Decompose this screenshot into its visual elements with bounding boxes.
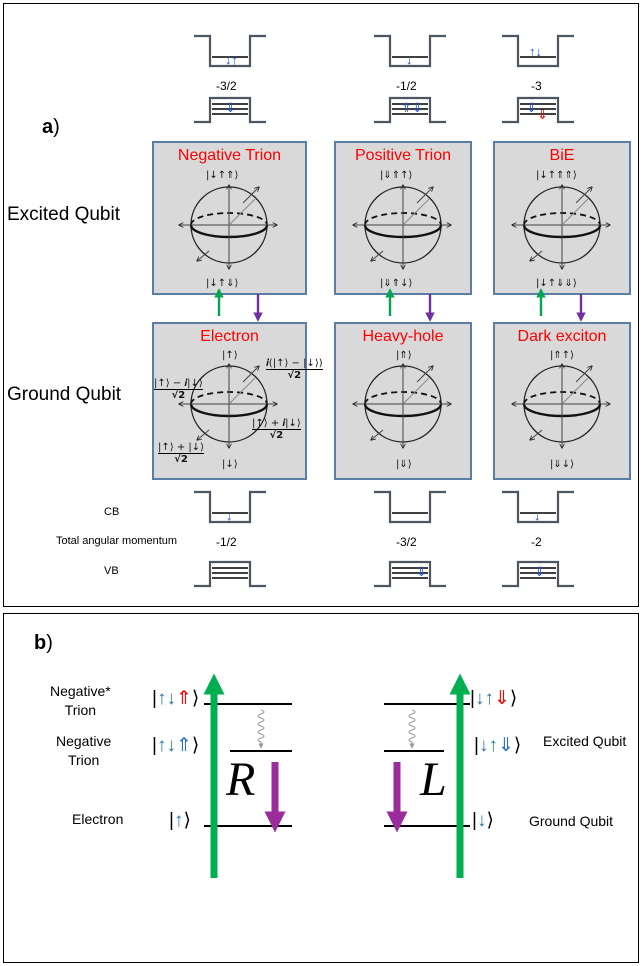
svg-text:|↑↓⇑⟩: |↑↓⇑⟩ [152,688,199,709]
panel-a: a) Excited Qubit Ground Qubit ↓↑ ⇓ ↓ [3,3,639,607]
svg-text:↓: ↓ [534,508,541,523]
bottom-momentum-3: -2 [531,535,542,549]
bloch-spheres [4,4,640,494]
ket-heavy-hole-bottom: |⇓⟩ [396,459,412,470]
bottom-momentum-2: -3/2 [396,535,417,549]
bottom-momentum-1: -1/2 [216,535,237,549]
state-label-right-top: 𝒊(|↑⟩ − |↓⟩) √2 [266,358,323,381]
ket-dark-exciton-top: |⇑↑⟩ [550,350,574,361]
svg-text:|↓⟩: |↓⟩ [472,810,494,831]
total-am-label: Total angular momentum [56,535,177,547]
ket-neg-trion-bottom: |↓↑⇓⟩ [206,278,238,289]
energy-level-diagram: |↑↓⇑⟩ |↑↓⇑⟩ |↑⟩ |↓↑⇓⟩ |↓↑⇓⟩ |↓⟩ [4,614,640,964]
svg-text:⇓: ⇓ [416,564,427,579]
vb-label: VB [104,565,119,577]
ket-pos-trion-top: |⇓⇑↑⟩ [380,170,412,181]
svg-text:|↓↑⇓⟩: |↓↑⇓⟩ [470,688,517,709]
ket-pos-trion-bottom: |⇓⇑↓⟩ [380,278,412,289]
phonon-coil [258,710,415,746]
ket-electron-bottom: |↓⟩ [222,459,238,470]
ket-bie-top: |↓↑⇑⇑⟩ [536,170,577,181]
state-label-left: |↑⟩ − 𝒊|↓⟩ √2 [154,378,203,401]
ket-neg-trion-top: |↓↑⇑⟩ [206,170,238,181]
label-L: L [420,752,447,807]
cb-label: CB [104,506,119,518]
ket-dark-exciton-bottom: |⇓↓⟩ [550,459,574,470]
state-label-right-bottom: |↑⟩ + 𝒊|↓⟩ √2 [252,418,301,441]
ket-heavy-hole-top: |⇑⟩ [396,350,412,361]
svg-text:⇓: ⇓ [534,564,545,579]
ket-electron-top: |↑⟩ [222,350,238,361]
state-label-bottom-left: |↑⟩ + |↓⟩ √2 [158,442,204,465]
svg-text:↓: ↓ [226,508,233,523]
svg-text:|↑↓⇑⟩: |↑↓⇑⟩ [152,735,199,756]
label-R: R [226,752,255,807]
svg-text:|↑⟩: |↑⟩ [169,810,191,831]
panel-b: b) Negative* Trion Negative Trion Electr… [3,613,639,963]
svg-text:|↓↑⇓⟩: |↓↑⇓⟩ [474,735,521,756]
ket-bie-bottom: |↓↑⇓⇓⟩ [536,278,577,289]
